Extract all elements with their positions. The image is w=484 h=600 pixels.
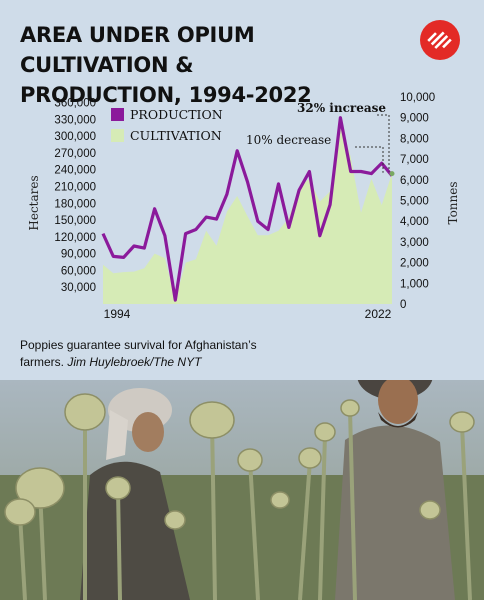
y-right-tick-label: 3,000	[400, 237, 429, 249]
y-right-tick-label: 10,000	[400, 92, 435, 104]
y-left-tick-label: 90,000	[61, 249, 96, 261]
y-left-tick-label: 60,000	[61, 265, 96, 277]
y-right-tick-label: 1,000	[400, 278, 429, 290]
y-left-tick-label: 360,000	[54, 98, 96, 110]
y-left-tick-label: 150,000	[54, 215, 96, 227]
y-right-axis-title: Tonnes	[446, 181, 460, 224]
annotation-increase-leader	[377, 114, 390, 172]
title-line-2: PRODUCTION, 1994-2022	[20, 83, 312, 107]
x-tick-label: 1994	[104, 307, 131, 321]
y-right-tick-label: 0	[400, 299, 406, 311]
y-right-tick-label: 6,000	[400, 175, 429, 187]
y-left-tick-label: 30,000	[61, 282, 96, 294]
y-left-tick-label: 120,000	[54, 232, 96, 244]
opium-chart: 360,000 330,000 300,000 270,000 240,000 210,0…	[27, 92, 460, 321]
y-left-tick-label: 330,000	[54, 114, 96, 126]
y-right-tick-label: 9,000	[400, 113, 429, 125]
y-left-tick-label: 300,000	[54, 131, 96, 143]
y-left-tick-label: 210,000	[54, 182, 96, 194]
production-line	[101, 116, 394, 302]
chart-title: AREA UNDER OPIUM CULTIVATION & PRODUCTIO…	[20, 20, 400, 110]
annotation-increase: 32% increase	[297, 101, 386, 115]
title-line-1: AREA UNDER OPIUM CULTIVATION &	[20, 23, 255, 77]
y-left-tick-label: 270,000	[54, 148, 96, 160]
annotation-decrease-leader	[355, 146, 384, 173]
x-tick-label: 2022	[365, 307, 392, 321]
caption-text: Poppies guarantee survival for Afghanist…	[20, 338, 257, 369]
y-right-tick-label: 5,000	[400, 196, 429, 208]
y-left-axis-title: Hectares	[27, 175, 41, 230]
cultivation-area	[103, 120, 392, 304]
express-logo-icon	[420, 20, 460, 60]
legend-label-cultivation: CULTIVATION	[130, 128, 222, 143]
legend-label-production: PRODUCTION	[130, 107, 223, 122]
y-right-tick-label: 4,000	[400, 216, 429, 228]
legend-swatch-production	[111, 108, 124, 121]
legend-swatch-cultivation	[111, 129, 124, 142]
annotation-decrease: 10% decrease	[246, 133, 331, 147]
y-right-tick-label: 8,000	[400, 133, 429, 145]
y-right-tick-label: 2,000	[400, 258, 429, 270]
annotation-increase-marker	[389, 171, 395, 177]
y-left-tick-label: 180,000	[54, 198, 96, 210]
y-right-tick-label: 7,000	[400, 154, 429, 166]
y-left-tick-label: 240,000	[54, 165, 96, 177]
photo-caption: Poppies guarantee survival for Afghanist…	[20, 337, 280, 371]
poppy-field-photo	[0, 380, 484, 600]
caption-credit: Jim Huylebroek/The NYT	[67, 355, 202, 369]
logo-mark-icon	[427, 31, 452, 49]
